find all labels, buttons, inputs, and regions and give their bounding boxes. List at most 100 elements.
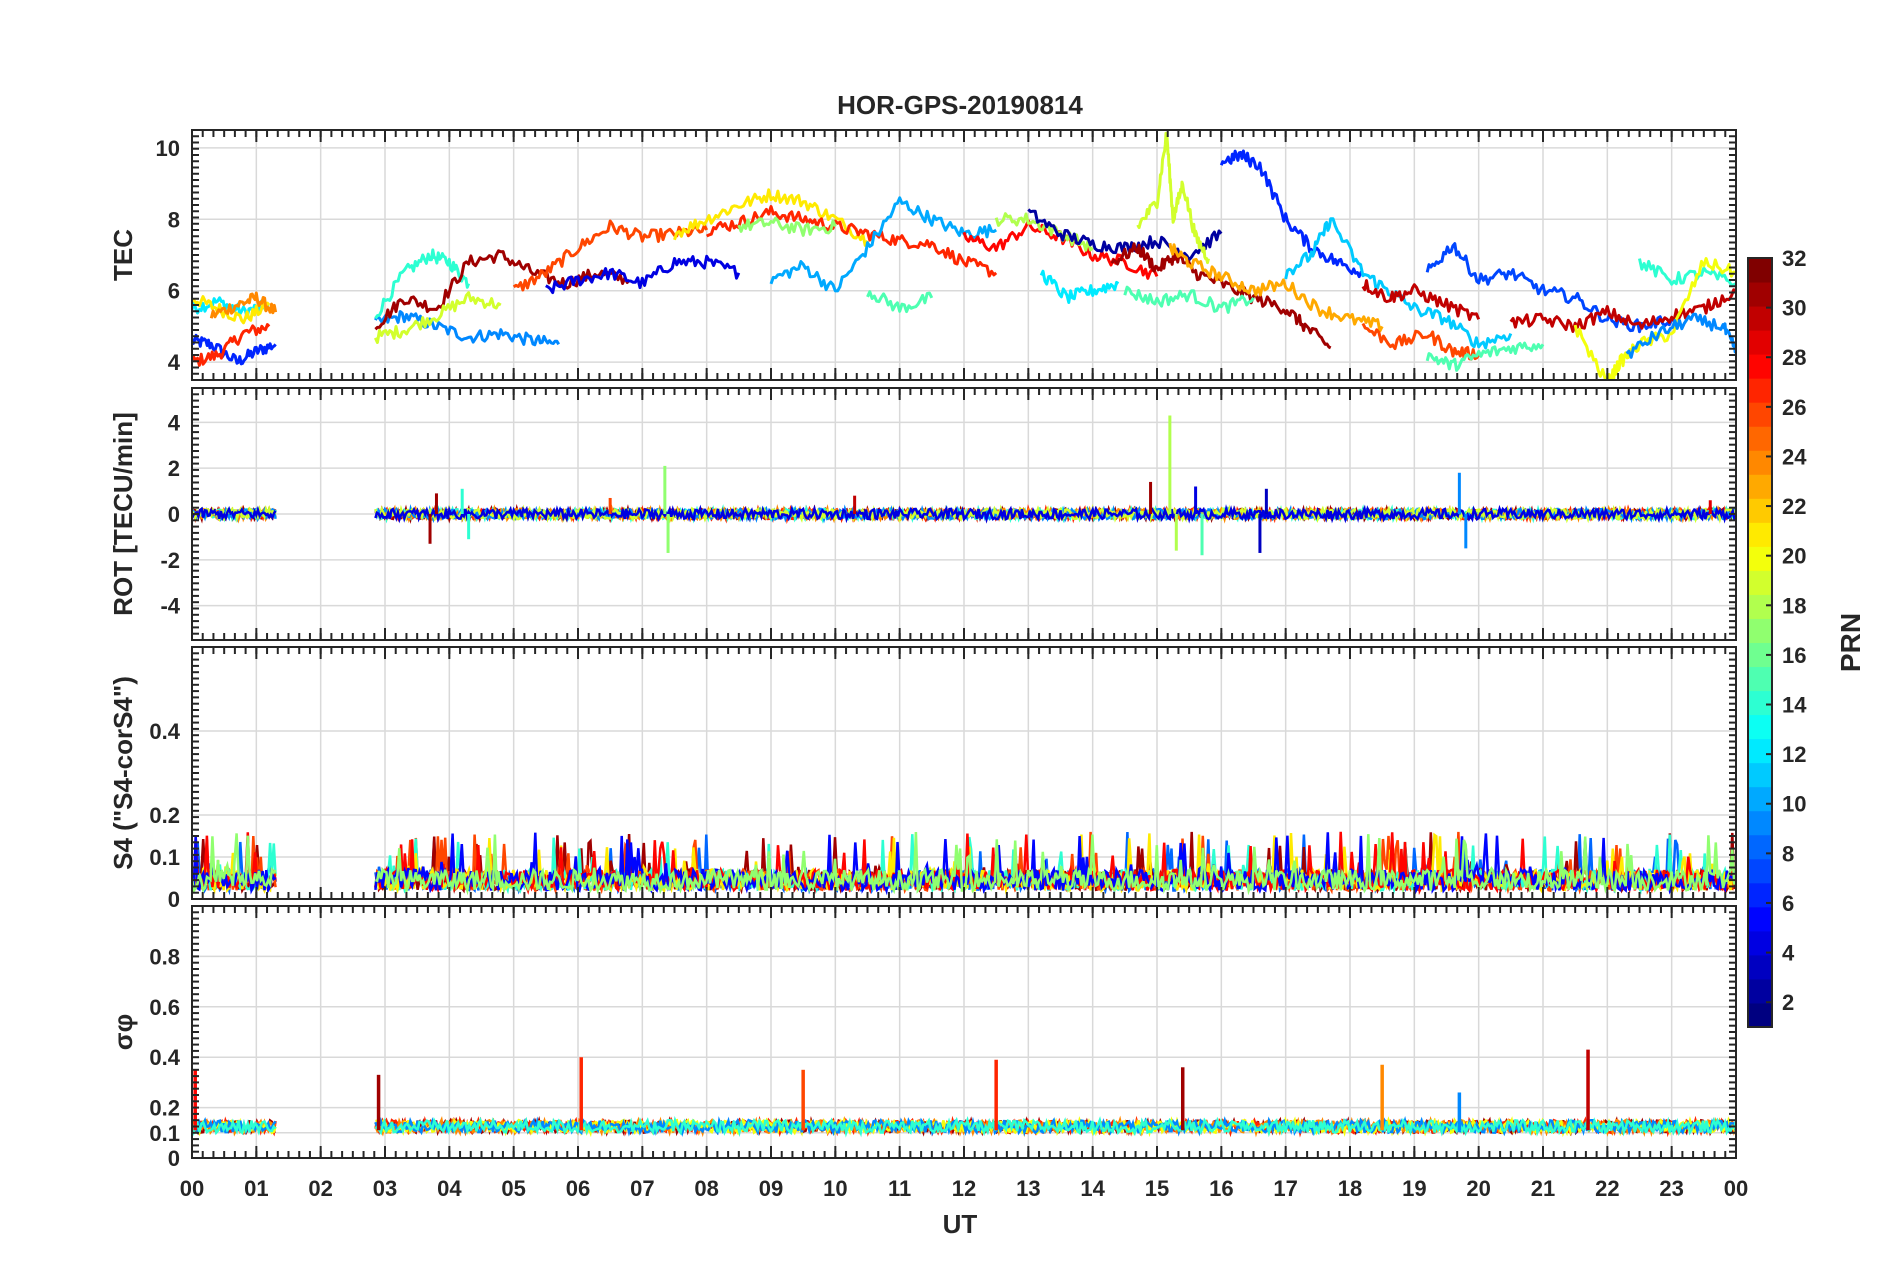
colorbar-tick-label: 26 [1782,395,1806,420]
colorbar-band [1748,522,1772,547]
colorbar-band [1748,306,1772,331]
y-tick-label: 0.2 [149,803,180,828]
colorbar-band [1748,930,1772,956]
x-tick-label: 20 [1466,1176,1490,1201]
tec-series-line [737,216,837,237]
x-tick-label: 12 [952,1176,976,1201]
colorbar-band [1748,378,1772,403]
colorbar-tick-label: 12 [1782,742,1806,767]
colorbar-band [1748,258,1772,283]
y-tick-label: 0.6 [149,995,180,1020]
colorbar-band [1748,714,1772,740]
tec-series-line [769,196,998,293]
tec-series-line [192,333,277,366]
series-group [192,415,1736,556]
tec-series-line [192,295,271,325]
tec-series-line [673,188,869,247]
tec-series-line [1361,279,1481,321]
panel-3: 0 0.1 0.2 0.4 S4 ("S4-corS4") [108,646,1737,912]
colorbar-tick-label: 2 [1782,990,1794,1015]
x-axis-ticks: 00 01 02 03 04 05 06 07 08 09 10 11 12 13 14 15 16 17 18 19… [180,1176,1748,1201]
axes-frame [191,646,1737,900]
chart-title: HOR-GPS-20190814 [837,90,1083,120]
colorbar-tick-label: 18 [1782,593,1806,618]
colorbar-tick-label: 30 [1782,296,1806,321]
sigma-series-line [374,1115,1736,1138]
x-tick-label: 00 [1724,1176,1748,1201]
tec-series-line [1136,131,1210,265]
colorbar-band [1748,738,1772,764]
colorbar-tick-label: 32 [1782,246,1806,271]
panel-1: 4 6 8 10 TEC [108,129,1737,381]
colorbar-tick-label: 24 [1782,444,1807,469]
colorbar-band [1748,426,1772,451]
tec-series-line [706,205,998,278]
y-tick-label: 0.8 [149,944,180,969]
tec-series-line [1039,269,1120,304]
y-axis-label: S4 ("S4-corS4") [108,676,138,870]
tec-series-line [1123,285,1255,314]
y-tick-label: 4 [168,350,181,375]
s4-series-line [375,832,1736,896]
x-tick-label: 19 [1402,1176,1426,1201]
tec-series-line [1425,341,1545,372]
axes-frame [191,387,1737,641]
x-tick-label: 23 [1659,1176,1683,1201]
x-tick-label: 10 [823,1176,847,1201]
tec-series-line [866,290,934,314]
rot-series-line [192,505,277,522]
colorbar-band [1748,282,1772,307]
x-tick-label: 17 [1273,1176,1297,1201]
colorbar-band [1748,786,1772,812]
y-tick-label: 0.1 [149,1121,180,1146]
y-tick-label: 0 [168,887,180,912]
colorbar-band [1748,618,1772,643]
rot-series-line [374,504,1736,524]
tec-series-line [209,291,278,319]
axes-frame [191,905,1737,1159]
panel-4: 00.10.2 0.4 0.6 0.8 σφ [108,905,1737,1171]
y-tick-label: 10 [156,136,180,161]
colorbar-tick-label: 28 [1782,345,1806,370]
colorbar-band [1748,762,1772,788]
tec-series-line [374,291,502,344]
x-tick-label: 18 [1338,1176,1362,1201]
y-tick-label: 0 [168,502,180,527]
y-tick-label: 6 [168,279,180,304]
tec-series-line [1638,258,1736,287]
tec-series-line [1361,322,1480,361]
x-tick-label: 08 [694,1176,718,1201]
colorbar-band [1748,546,1772,571]
colorbar-band [1748,474,1772,499]
y-axis-label: TEC [108,229,138,281]
x-tick-label: 03 [373,1176,397,1201]
tec-series-line [1027,208,1223,262]
y-tick-label: 8 [168,207,180,232]
colorbar-tick-label: 20 [1782,544,1806,569]
colorbar-tick-label: 6 [1782,891,1794,916]
colorbar-tick-label: 4 [1782,941,1795,966]
colorbar-tick-label: 10 [1782,792,1806,817]
colorbar-band [1748,810,1772,836]
series-group [192,131,1736,380]
tec-series-line [545,254,741,295]
tec-series-line [1168,242,1384,333]
gridlines [192,130,1736,380]
x-tick-label: 00 [180,1176,204,1201]
tec-series-line [374,248,471,320]
x-tick-label: 05 [501,1176,525,1201]
x-tick-label: 21 [1531,1176,1555,1201]
colorbar-band [1748,330,1772,355]
colorbar-band [1748,666,1772,692]
y-tick-label: 4 [168,410,181,435]
colorbar-frame [1747,257,1773,1028]
x-tick-label: 01 [244,1176,268,1201]
y-tick-label: 0 [168,1146,180,1171]
y-tick-label: 2 [168,456,180,481]
colorbar-tick-label: 16 [1782,643,1806,668]
x-tick-label: 11 [888,1176,911,1201]
tec-series-line [1509,288,1736,333]
